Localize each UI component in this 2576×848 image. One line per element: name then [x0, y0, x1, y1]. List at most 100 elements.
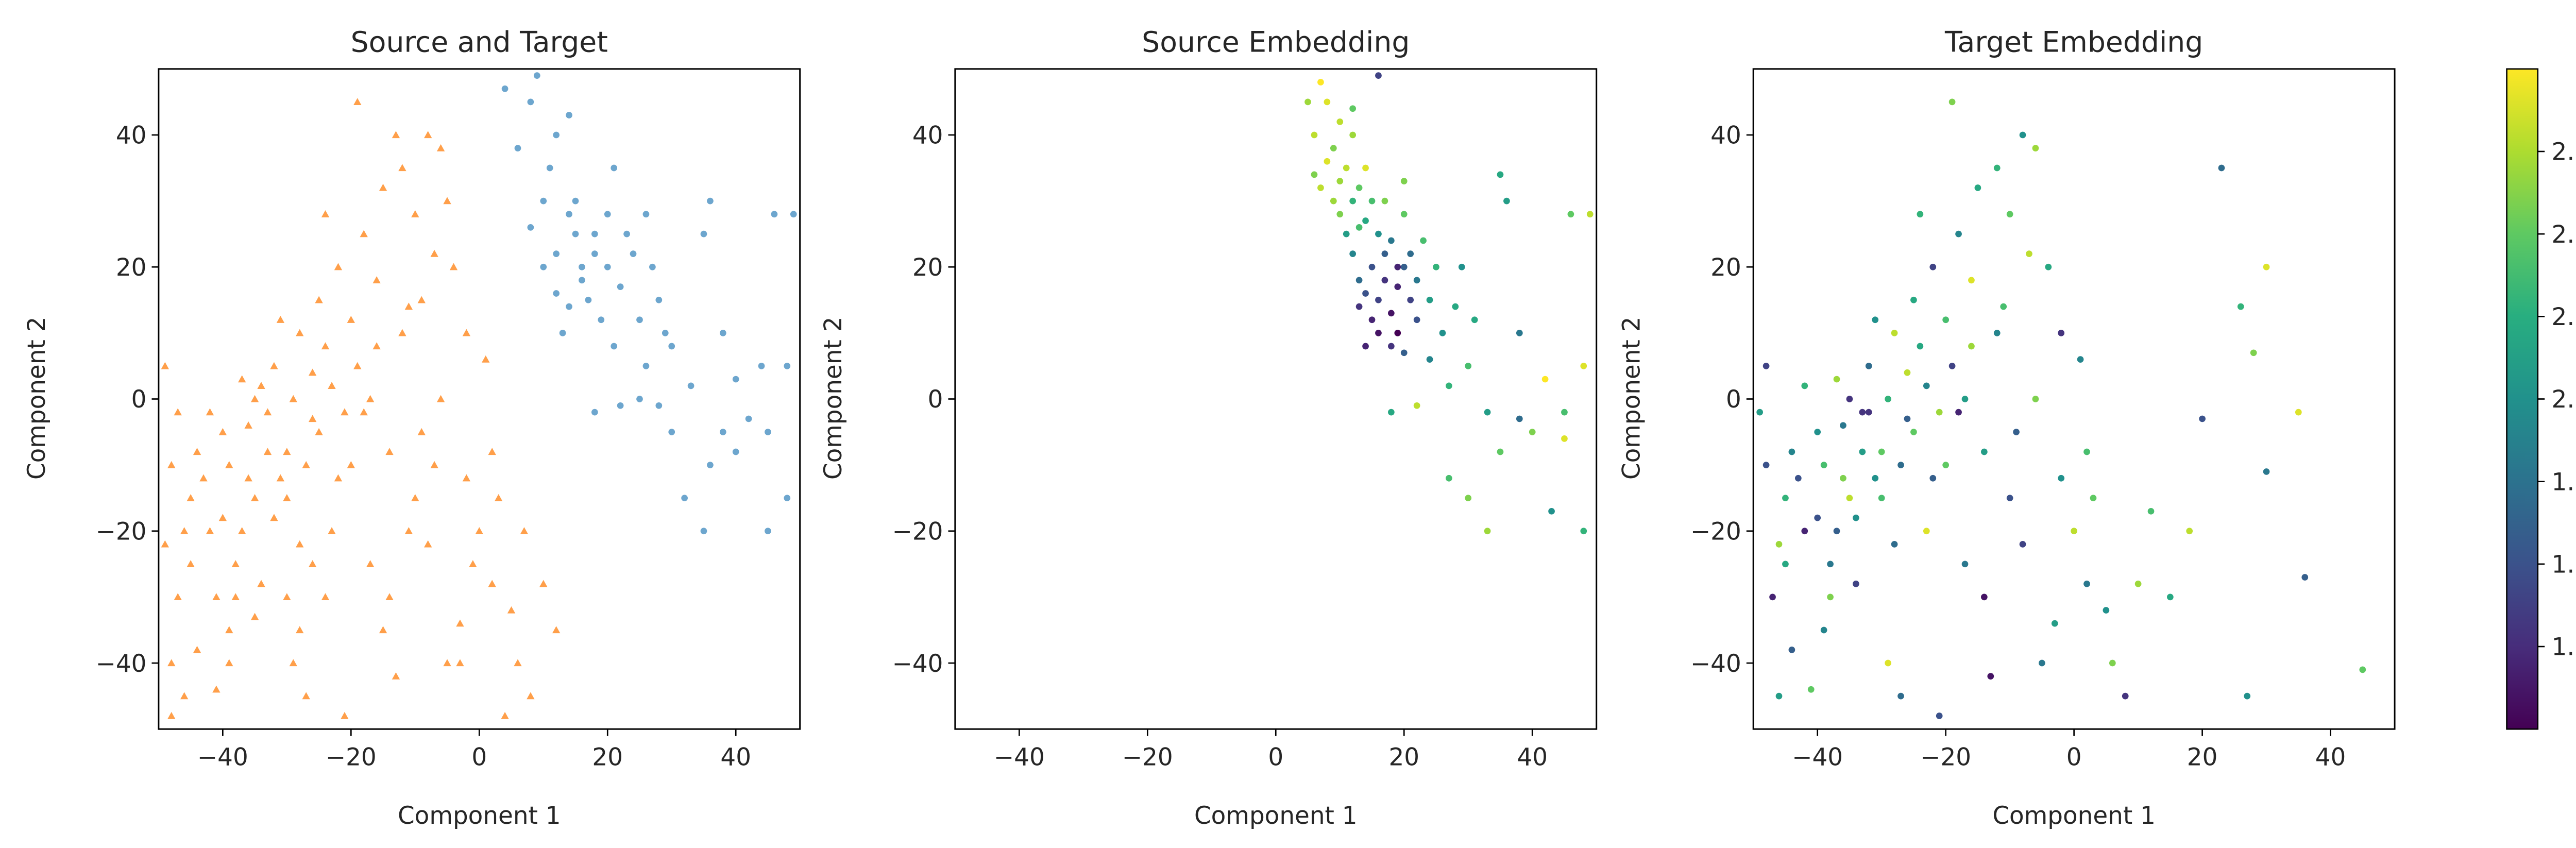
data-point — [2237, 303, 2244, 310]
data-point — [1484, 528, 1491, 535]
data-point — [250, 613, 259, 620]
data-point — [488, 448, 496, 455]
data-point — [1330, 145, 1337, 151]
y-tick-label: 0 — [1726, 386, 1741, 414]
data-point — [218, 514, 227, 521]
y-tick-label: −20 — [1690, 518, 1741, 546]
x-tick-label: −20 — [326, 743, 377, 771]
y-tick-label: 20 — [1710, 254, 1741, 282]
data-point — [1788, 647, 1795, 653]
data-point — [1968, 343, 1975, 350]
data-point — [1762, 363, 1770, 369]
data-point — [2090, 495, 2097, 502]
data-point — [193, 448, 201, 455]
data-point — [398, 329, 406, 336]
x-axis-label: Component 1 — [398, 802, 561, 830]
data-point — [1362, 164, 1369, 172]
data-point — [1853, 580, 1859, 587]
data-point — [1942, 462, 1950, 468]
data-point — [1891, 541, 1898, 548]
data-point — [1407, 250, 1414, 257]
data-point — [2051, 620, 2058, 627]
data-point — [579, 263, 585, 270]
data-point — [1330, 197, 1337, 205]
data-point — [1936, 409, 1943, 416]
data-point — [187, 560, 195, 567]
data-point — [1548, 507, 1555, 515]
x-tick-label: −20 — [1122, 743, 1173, 771]
x-tick-label: −40 — [1792, 743, 1843, 771]
x-tick-label: 0 — [2066, 743, 2082, 771]
data-point — [1426, 356, 1433, 363]
data-point — [2250, 349, 2257, 357]
data-point — [257, 382, 265, 389]
data-point — [681, 495, 688, 502]
data-point — [296, 329, 304, 336]
data-point — [1355, 224, 1363, 231]
data-point — [423, 131, 432, 139]
data-point — [167, 461, 176, 468]
data-point — [617, 283, 624, 291]
data-point — [398, 164, 406, 172]
data-point — [379, 183, 387, 191]
data-point — [585, 296, 592, 303]
data-point — [514, 145, 521, 151]
data-point — [1324, 98, 1331, 106]
data-point — [566, 303, 572, 310]
data-point — [417, 296, 426, 303]
y-axis-label: Component 2 — [1618, 317, 1646, 480]
data-point — [379, 626, 387, 634]
data-point — [758, 363, 765, 369]
data-point — [642, 363, 650, 369]
data-point — [462, 474, 471, 482]
data-point — [2301, 574, 2309, 581]
y-tick-label: 40 — [1710, 122, 1741, 150]
y-tick-label: −20 — [96, 518, 147, 546]
data-point — [1484, 409, 1491, 416]
data-point — [732, 448, 739, 455]
data-point — [662, 329, 669, 336]
data-points — [1304, 72, 1594, 535]
data-point — [1387, 237, 1395, 244]
data-point — [668, 343, 675, 350]
data-point — [1324, 158, 1331, 165]
data-point — [1387, 343, 1395, 350]
data-point — [206, 408, 214, 416]
data-point — [341, 711, 349, 719]
data-point — [1497, 448, 1504, 455]
data-point — [276, 316, 285, 323]
y-tick-label: −40 — [96, 650, 147, 678]
data-point — [1987, 673, 1994, 680]
data-point — [630, 250, 637, 257]
data-point — [591, 250, 598, 257]
data-point — [1897, 692, 1904, 700]
data-point — [1917, 343, 1924, 350]
data-point — [732, 376, 739, 383]
data-point — [2199, 415, 2206, 422]
data-points — [161, 72, 797, 719]
data-point — [1782, 495, 1789, 502]
data-point — [2083, 580, 2090, 587]
data-point — [1400, 349, 1408, 357]
colorbar: 1.251.501.752.002.252.502.75 θE — [2506, 68, 2576, 730]
data-point — [2019, 541, 2026, 548]
data-point — [572, 197, 579, 205]
panel-source-embedding: Source Embedding −40 −20 0 20 40−40−2002040 … — [820, 26, 1598, 830]
data-point — [1381, 197, 1388, 205]
data-point — [1381, 250, 1388, 257]
y-tick-label: 20 — [116, 254, 147, 282]
data-point — [270, 362, 278, 369]
data-point — [430, 461, 438, 468]
data-point — [1923, 382, 1930, 389]
data-point — [1756, 409, 1764, 416]
data-point — [1471, 316, 1478, 324]
data-point — [623, 230, 630, 238]
data-point — [1814, 429, 1821, 435]
data-point — [1343, 164, 1350, 172]
data-point — [1955, 409, 1962, 416]
data-point — [1465, 363, 1472, 369]
data-point — [1586, 211, 1594, 218]
data-point — [276, 474, 285, 482]
data-point — [1426, 296, 1433, 303]
data-point — [1561, 409, 1568, 416]
